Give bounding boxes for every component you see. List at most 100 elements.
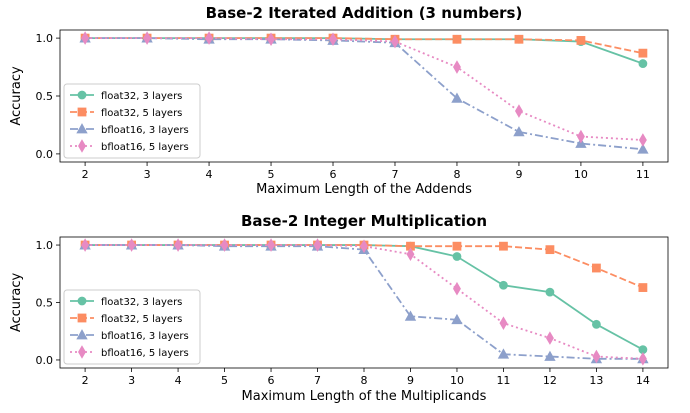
data-point xyxy=(545,287,555,297)
legend-label: bfloat16, 3 layers xyxy=(101,331,189,342)
y-axis-label: Accuracy xyxy=(9,66,24,126)
y-axis-label: Accuracy xyxy=(9,273,24,333)
data-point xyxy=(406,247,415,262)
data-point xyxy=(452,34,462,44)
legend-label: bfloat16, 3 layers xyxy=(101,125,189,136)
data-point xyxy=(638,133,647,147)
y-tick-label: 0.5 xyxy=(36,90,54,103)
data-point xyxy=(267,238,275,252)
y-tick-label: 0.0 xyxy=(36,354,54,367)
x-tick-label: 2 xyxy=(82,168,89,181)
x-tick-label: 12 xyxy=(543,374,557,387)
x-tick-label: 7 xyxy=(314,374,321,387)
data-point xyxy=(220,238,229,252)
x-tick-label: 10 xyxy=(450,374,464,387)
chart-title: Base-2 Integer Multiplication xyxy=(241,212,487,230)
data-point xyxy=(638,59,648,68)
data-point xyxy=(453,281,461,296)
data-point xyxy=(313,238,322,252)
data-point xyxy=(592,263,601,273)
legend-marker xyxy=(77,90,87,100)
x-tick-label: 9 xyxy=(407,374,414,387)
legend-label: bfloat16, 5 layers xyxy=(101,348,189,359)
x-tick-label: 8 xyxy=(361,374,368,387)
data-point xyxy=(205,31,214,45)
x-tick-label: 8 xyxy=(453,168,460,181)
data-point xyxy=(452,241,462,251)
x-tick-label: 13 xyxy=(589,374,603,387)
data-point xyxy=(453,60,461,74)
legend-marker xyxy=(78,139,86,153)
x-tick-label: 7 xyxy=(391,168,398,181)
data-point xyxy=(499,241,508,251)
data-point xyxy=(545,331,554,345)
legend: float32, 3 layers float32, 5 layers bfloat… xyxy=(63,289,201,365)
x-axis-label: Maximum Length of the Addends xyxy=(256,182,472,197)
legend-marker xyxy=(78,345,86,359)
legend-marker xyxy=(76,329,88,340)
data-point xyxy=(391,34,399,49)
data-point xyxy=(499,316,508,330)
data-point xyxy=(513,126,525,137)
legend-marker xyxy=(77,107,87,117)
x-tick-label: 11 xyxy=(636,168,650,181)
data-point xyxy=(451,313,463,325)
x-tick-label: 5 xyxy=(268,168,275,181)
y-tick-label: 1.0 xyxy=(36,239,54,252)
y-tick-label: 0.5 xyxy=(36,297,54,310)
legend-marker xyxy=(77,313,87,323)
x-tick-label: 6 xyxy=(268,374,275,387)
data-point xyxy=(514,104,523,118)
data-point xyxy=(592,319,601,329)
x-tick-label: 11 xyxy=(496,374,510,387)
legend-marker xyxy=(76,123,88,134)
data-point xyxy=(592,349,601,364)
legend-box xyxy=(63,289,201,365)
data-point xyxy=(576,129,585,144)
x-tick-label: 4 xyxy=(206,168,213,181)
data-point xyxy=(514,34,524,44)
data-point xyxy=(638,352,647,366)
data-point xyxy=(127,238,136,252)
data-point xyxy=(638,283,648,292)
chart-panel-1: Base-2 Iterated Addition (3 numbers) 2 3 4 5… xyxy=(9,4,669,197)
x-tick-label: 14 xyxy=(636,374,650,387)
data-point xyxy=(497,348,510,359)
series-line xyxy=(85,37,643,151)
data-point xyxy=(451,92,463,103)
legend: float32, 3 layers float32, 5 layers bfloat… xyxy=(63,83,201,159)
data-point xyxy=(81,238,90,252)
data-point xyxy=(360,239,368,253)
data-point xyxy=(452,252,462,261)
chart-panel-2: Base-2 Integer Multiplication 2 3 4 5 6 7 8 9 10 1… xyxy=(9,212,669,404)
legend-marker xyxy=(77,296,87,306)
data-point xyxy=(404,310,417,321)
data-point xyxy=(637,143,649,154)
x-tick-label: 6 xyxy=(330,168,337,181)
x-tick-label: 9 xyxy=(515,168,522,181)
data-point xyxy=(329,32,337,47)
x-tick-label: 3 xyxy=(128,374,135,387)
data-point xyxy=(81,31,90,45)
data-point xyxy=(638,48,648,58)
x-tick-label: 4 xyxy=(175,374,182,387)
series-bfloat16-5-layers xyxy=(81,238,647,366)
legend-label: float32, 3 layers xyxy=(101,91,182,102)
data-point xyxy=(267,32,275,47)
data-point xyxy=(174,238,183,252)
x-tick-label: 5 xyxy=(221,374,228,387)
legend-box xyxy=(63,83,201,159)
chart-title: Base-2 Iterated Addition (3 numbers) xyxy=(206,4,523,22)
data-point xyxy=(143,31,152,45)
data-point xyxy=(499,280,508,290)
series-bfloat16-5-layers xyxy=(81,31,647,147)
series-line xyxy=(85,37,643,141)
y-tick-label: 1.0 xyxy=(36,32,54,45)
data-point xyxy=(544,350,556,361)
y-tick-label: 0.0 xyxy=(36,148,54,161)
legend-label: float32, 5 layers xyxy=(101,108,182,119)
legend-label: float32, 3 layers xyxy=(101,297,182,308)
data-point xyxy=(576,36,586,45)
series-line xyxy=(85,37,644,55)
